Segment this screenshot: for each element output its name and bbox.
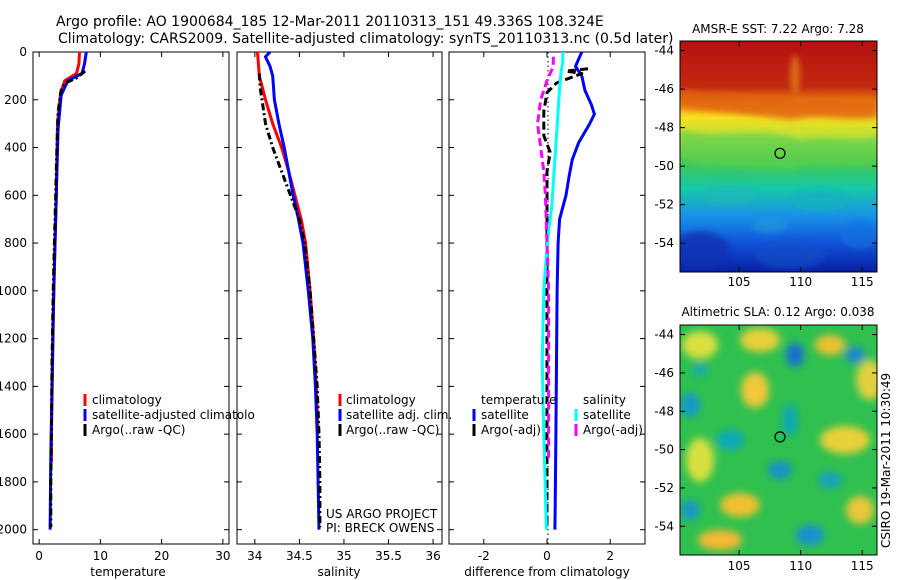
diff-xtick-label-2: 2 [606,549,614,563]
salinity-ticks: 34 34.5 35 35.5 36 [237,51,442,563]
sal-series-0 [256,51,320,435]
temperature-ticks: 0 10 20 30 [35,51,231,563]
sla-map-image [680,325,877,555]
depth-tick-label-8: 1600 [0,427,27,441]
salinity-series [256,50,322,530]
sst-ytick-label-4: -52 [654,198,674,212]
difference-legend: temperature salinity satellite Argo(-adj… [472,393,643,437]
temp-series-2 [49,69,87,528]
sla-map-title: Altimetric SLA: 0.12 Argo: 0.038 [681,305,874,319]
sal-xtick-label-3: 35.5 [375,549,402,563]
temp-xtick-label-1: 10 [93,549,108,563]
sla-ytick-label-1: -46 [654,366,674,380]
sst-map-frame [679,40,878,273]
depth-tick-label-5: 1000 [0,284,27,298]
temperature-xlabel: temperature [90,565,165,579]
salinity-legend-satellite: satellite adj. clim. [346,408,452,422]
sst-map-ticks: 105 110 115 -44 -46 -48 -50 -52 -54 [654,41,877,289]
temperature-legend: climatology satellite-adjusted climatolo… [83,393,255,437]
temperature-legend-satellite: satellite-adjusted climatolo [92,408,255,422]
depth-tick-label-10: 2000 [0,523,27,537]
depth-tick-label-1: 200 [4,93,27,107]
depth-ticks: 0 200 400 600 800 1000 1200 1400 1600 1800 2000 [0,45,38,537]
difference-series [536,51,596,530]
depth-tick-label-9: 1800 [0,475,27,489]
temperature-axes [32,51,230,545]
sst-ytick-label-5: -54 [654,236,674,250]
sla-ytick-label-3: -50 [654,443,674,457]
temp-xtick-label-2: 20 [154,549,169,563]
depth-tick-label-4: 800 [4,236,27,250]
sst-map-image [680,41,877,272]
sal-series-2 [257,73,322,528]
diff-series-2 [540,52,565,530]
difference-legend-sal-argo: Argo(-adj) [583,423,643,437]
sst-argo-marker [774,147,786,159]
sla-ytick-label-4: -52 [654,481,674,495]
temperature-legend-climatology: climatology [92,393,162,407]
sla-map-ticks: 105 110 115 -44 -46 -48 -50 -52 -54 [654,325,877,573]
sla-xtick-label-0: 105 [728,559,751,573]
sst-ytick-label-1: -46 [654,82,674,96]
temp-xtick-label-3: 30 [215,549,230,563]
sst-ytick-label-0: -44 [654,44,674,58]
sal-xtick-label-2: 35 [336,549,351,563]
difference-legend-temperature-title: temperature [481,393,556,407]
temp-xtick-label-0: 0 [35,549,43,563]
figure-title-line1: Argo profile: AO 1900684_185 12-Mar-2011… [56,14,604,30]
sst-map-title: AMSR-E SST: 7.22 Argo: 7.28 [692,22,864,36]
diff-xtick-label-0: -2 [478,549,490,563]
difference-legend-sal-satellite: satellite [583,408,631,422]
project-name: US ARGO PROJECT [326,507,438,521]
figure-title-line2: Climatology: CARS2009. Satellite-adjuste… [58,31,673,47]
difference-legend-temp-satellite: satellite [481,408,529,422]
depth-tick-label-0: 0 [19,45,27,59]
difference-ticks: -2 0 2 [449,51,645,563]
sal-xtick-label-4: 36 [425,549,440,563]
depth-tick-label-7: 1400 [0,379,27,393]
difference-legend-temp-argo: Argo(-adj) [481,423,541,437]
sal-xtick-label-1: 34.5 [286,549,313,563]
salinity-legend-climatology: climatology [346,393,416,407]
temp-series-1 [48,51,88,530]
sla-xtick-label-2: 115 [851,559,874,573]
depth-tick-label-6: 1200 [0,332,27,346]
diff-series-0 [553,51,596,530]
difference-xlabel: difference from climatology [464,565,630,579]
diff-series-3 [536,56,555,458]
sla-xtick-label-1: 110 [789,559,812,573]
sla-argo-marker [774,431,786,443]
sst-xtick-label-1: 110 [789,275,812,289]
temperature-legend-argo: Argo(..raw -QC) [92,423,185,437]
creation-credit: CSIRO 19-Mar-2011 10:30:49 [879,373,893,548]
salinity-xlabel: salinity [317,565,360,579]
salinity-axes [236,51,443,545]
sst-xtick-label-2: 115 [851,275,874,289]
sal-xtick-label-0: 34 [247,549,262,563]
sst-ytick-label-3: -50 [654,159,674,173]
diff-series-1 [542,67,589,528]
sst-xtick-label-0: 105 [728,275,751,289]
salinity-legend: climatology satellite adj. clim. Argo(..… [338,393,452,437]
sal-series-1 [264,50,321,530]
sla-ytick-label-0: -44 [654,328,674,342]
sla-ytick-label-2: -48 [654,404,674,418]
difference-legend-salinity-title: salinity [583,393,626,407]
sla-ytick-label-5: -54 [654,519,674,533]
depth-tick-label-3: 600 [4,188,27,202]
sla-map-frame [679,324,878,556]
temperature-series [48,51,88,530]
diff-xtick-label-1: 0 [543,549,551,563]
sst-ytick-label-2: -48 [654,121,674,135]
project-pi: PI: BRECK OWENS [326,521,434,535]
depth-tick-label-2: 400 [4,141,27,155]
salinity-legend-argo: Argo(..raw -QC) [346,423,439,437]
